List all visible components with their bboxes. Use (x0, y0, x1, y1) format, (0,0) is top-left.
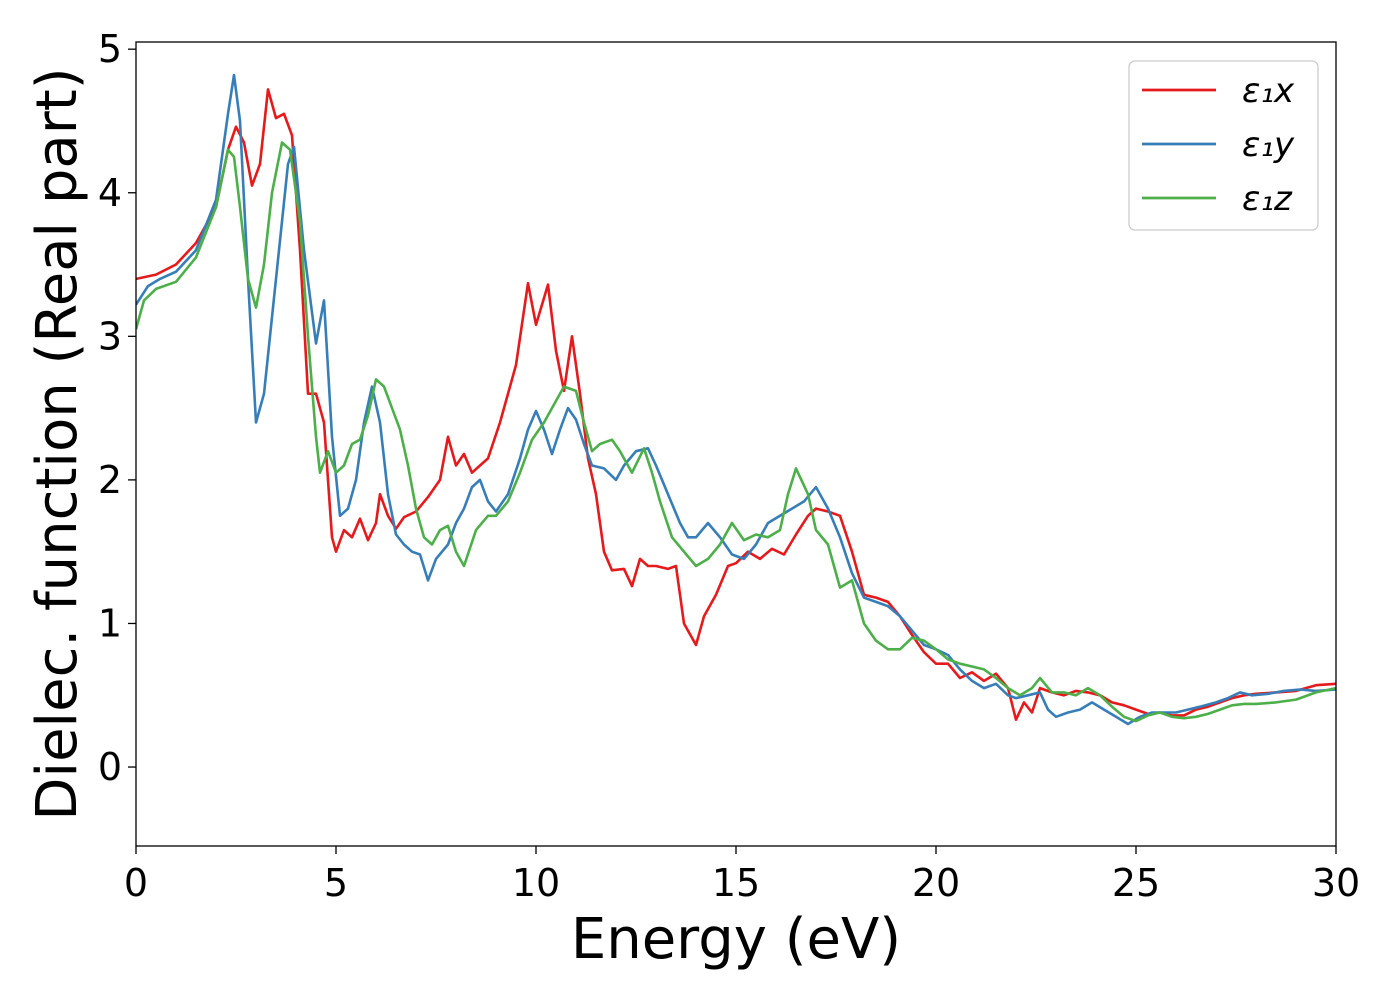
x-tick-label: 0 (124, 861, 148, 905)
x-tick-label: 5 (324, 861, 348, 905)
x-tick-label: 20 (912, 861, 960, 905)
x-tick-label: 25 (1112, 861, 1160, 905)
x-tick-label: 10 (512, 861, 560, 905)
legend: ε₁x ε₁y ε₁z (1128, 60, 1319, 231)
y-tick-label: 3 (98, 314, 122, 358)
series-line-3 (136, 141, 1336, 723)
x-axis: 0 5 10 15 20 25 30 (124, 846, 1360, 905)
y-tick-label: 0 (98, 745, 122, 789)
legend-label: ε₁y (1242, 125, 1295, 165)
y-tick-label: 5 (98, 27, 122, 71)
x-tick-label: 15 (712, 861, 760, 905)
y-axis-title: Dielec. function (Real part) (25, 67, 90, 820)
series-line-2 (136, 73, 1336, 726)
y-tick-label: 2 (98, 458, 122, 502)
x-axis-title: Energy (eV) (571, 907, 901, 972)
legend-box (1128, 60, 1319, 231)
legend-label: ε₁x (1242, 71, 1295, 111)
x-tick-label: 30 (1312, 861, 1360, 905)
y-tick-label: 1 (98, 601, 122, 645)
y-tick-label: 4 (98, 171, 122, 215)
legend-label: ε₁z (1242, 179, 1293, 219)
y-axis: 0 1 2 3 4 5 (98, 27, 136, 789)
